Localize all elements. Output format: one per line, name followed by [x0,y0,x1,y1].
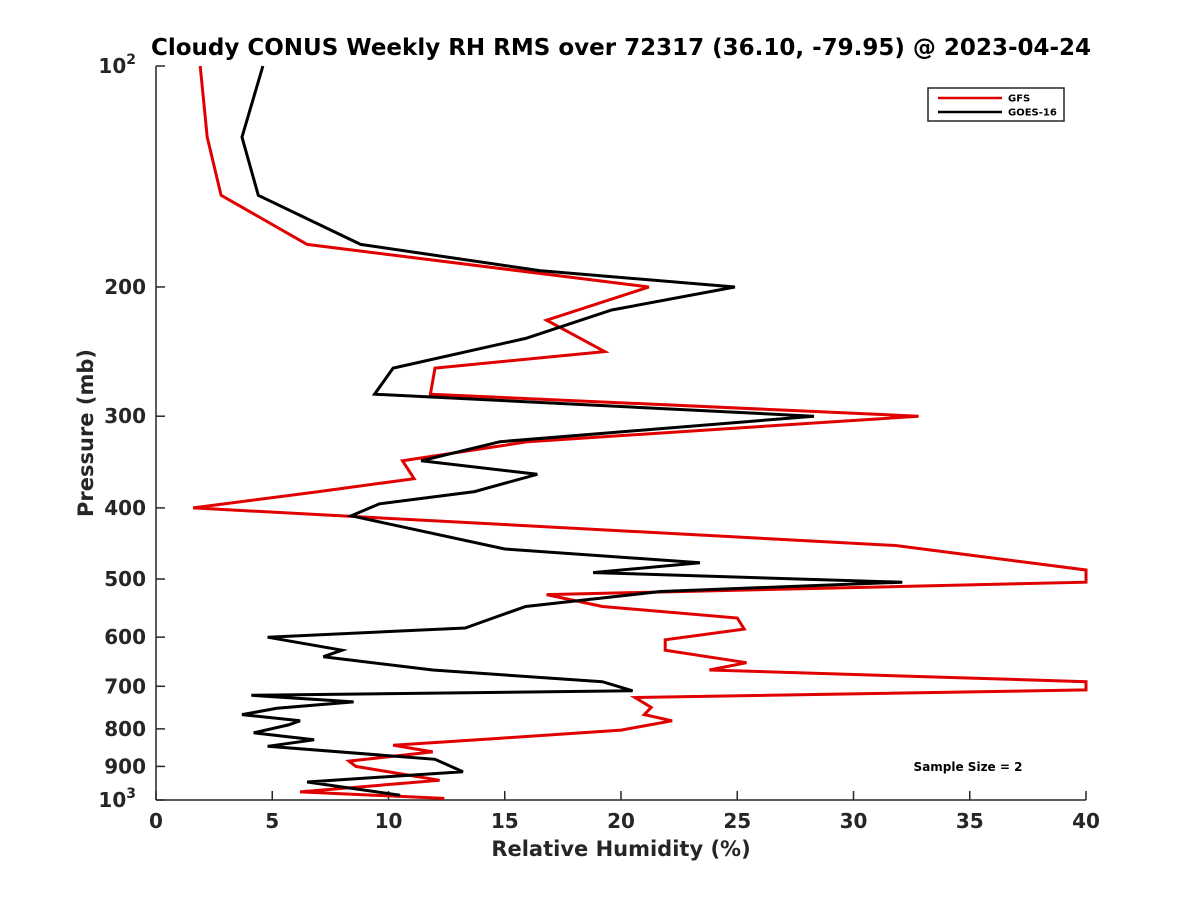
y-tick-label: 200 [104,275,146,299]
y-tick-label: 500 [104,567,146,591]
legend-label: GOES-16 [1008,108,1057,119]
x-tick-label: 5 [265,809,279,833]
y-tick-label: 700 [104,674,146,698]
legend: GFS GOES-16 [927,87,1065,122]
x-tick-label: 15 [491,809,519,833]
chart-title: Cloudy CONUS Weekly RH RMS over 72317 (3… [151,35,1091,61]
y-tick-exponent: 2 [126,52,136,68]
x-tick-label: 20 [607,809,635,833]
x-axis-ticks: 0 5 10 15 20 25 30 35 40 [149,791,1100,833]
x-tick-label: 10 [375,809,403,833]
x-axis-label: Relative Humidity (%) [491,837,750,861]
legend-box [927,87,1065,122]
series-line-gfs [193,65,1088,800]
x-tick-label: 25 [723,809,751,833]
legend-label: GFS [1008,94,1030,105]
sample-size-annotation: Sample Size = 2 [914,760,1023,774]
y-tick-label: 600 [104,625,146,649]
x-tick-label: 35 [956,809,984,833]
y-tick-label: 800 [104,717,146,741]
series-layer [193,65,1088,800]
x-tick-label: 30 [840,809,868,833]
x-tick-label: 0 [149,809,163,833]
y-tick-label: 900 [104,754,146,778]
y-axis-label: Pressure (mb) [74,349,98,517]
y-tick-label: 400 [104,496,146,520]
series-line-goes-16 [240,65,903,797]
y-tick-label: 300 [104,404,146,428]
x-tick-label: 40 [1072,809,1100,833]
y-tick-exponent: 3 [126,786,136,802]
